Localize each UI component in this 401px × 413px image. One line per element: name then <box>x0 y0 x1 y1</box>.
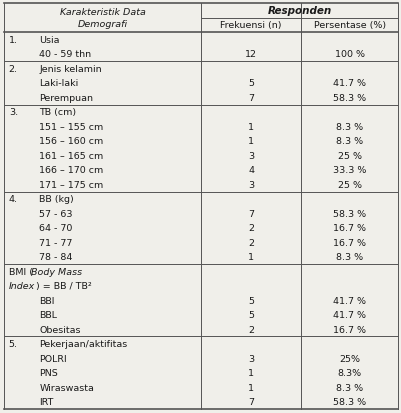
Text: 64 - 70: 64 - 70 <box>39 224 73 233</box>
Text: Wiraswasta: Wiraswasta <box>39 383 94 392</box>
Text: 16.7 %: 16.7 % <box>332 224 365 233</box>
Text: 4: 4 <box>247 166 253 175</box>
Text: Frekuensi (n): Frekuensi (n) <box>220 21 281 30</box>
Text: 57 - 63: 57 - 63 <box>39 209 73 218</box>
Text: 171 – 175 cm: 171 – 175 cm <box>39 180 103 189</box>
Text: 8.3 %: 8.3 % <box>335 253 363 261</box>
Text: 8.3%: 8.3% <box>337 368 361 377</box>
Text: Index: Index <box>9 282 35 290</box>
Text: 71 - 77: 71 - 77 <box>39 238 73 247</box>
Text: 3.: 3. <box>9 108 18 117</box>
Text: 16.7 %: 16.7 % <box>332 325 365 334</box>
Text: BBL: BBL <box>39 311 57 319</box>
Text: 156 – 160 cm: 156 – 160 cm <box>39 137 103 146</box>
Text: 41.7 %: 41.7 % <box>332 296 365 305</box>
Text: BMI (: BMI ( <box>9 267 32 276</box>
Text: 1: 1 <box>247 123 253 131</box>
Text: 161 – 165 cm: 161 – 165 cm <box>39 152 103 160</box>
Text: 1: 1 <box>247 253 253 261</box>
Text: Karakteristik Data
Demografi: Karakteristik Data Demografi <box>59 8 145 29</box>
Text: 7: 7 <box>247 94 253 102</box>
Text: 41.7 %: 41.7 % <box>332 311 365 319</box>
Text: 2.: 2. <box>9 65 18 74</box>
Text: Perempuan: Perempuan <box>39 94 93 102</box>
Text: 8.3 %: 8.3 % <box>335 123 363 131</box>
Text: 58.3 %: 58.3 % <box>332 397 365 406</box>
Text: 12: 12 <box>245 50 257 59</box>
Text: 5: 5 <box>247 311 253 319</box>
Text: 3: 3 <box>247 354 254 363</box>
Text: BB (kg): BB (kg) <box>39 195 74 204</box>
Text: 2: 2 <box>247 325 253 334</box>
Text: 25 %: 25 % <box>337 180 361 189</box>
Text: POLRI: POLRI <box>39 354 67 363</box>
Text: 151 – 155 cm: 151 – 155 cm <box>39 123 103 131</box>
Text: 1: 1 <box>247 383 253 392</box>
Text: 58.3 %: 58.3 % <box>332 209 365 218</box>
Text: 1.: 1. <box>9 36 18 45</box>
Text: 100 %: 100 % <box>334 50 364 59</box>
Text: Body Mass: Body Mass <box>31 267 82 276</box>
Text: 5.: 5. <box>9 339 18 348</box>
Text: 166 – 170 cm: 166 – 170 cm <box>39 166 103 175</box>
Text: 2: 2 <box>247 224 253 233</box>
Text: IRT: IRT <box>39 397 54 406</box>
Text: 3: 3 <box>247 152 254 160</box>
Text: 25 %: 25 % <box>337 152 361 160</box>
Text: 8.3 %: 8.3 % <box>335 137 363 146</box>
Text: 2: 2 <box>247 238 253 247</box>
Text: Obesitas: Obesitas <box>39 325 81 334</box>
Text: Responden: Responden <box>267 6 331 17</box>
Text: ) = BB / TB²: ) = BB / TB² <box>36 282 92 290</box>
Text: 5: 5 <box>247 296 253 305</box>
Text: 58.3 %: 58.3 % <box>332 94 365 102</box>
Text: Laki-laki: Laki-laki <box>39 79 79 88</box>
Text: 25%: 25% <box>338 354 359 363</box>
Text: 33.3 %: 33.3 % <box>332 166 365 175</box>
Text: 16.7 %: 16.7 % <box>332 238 365 247</box>
Text: 8.3 %: 8.3 % <box>335 383 363 392</box>
Text: 78 - 84: 78 - 84 <box>39 253 73 261</box>
Text: 4.: 4. <box>9 195 18 204</box>
Text: TB (cm): TB (cm) <box>39 108 77 117</box>
Text: 3: 3 <box>247 180 254 189</box>
Text: 40 - 59 thn: 40 - 59 thn <box>39 50 91 59</box>
Text: 5: 5 <box>247 79 253 88</box>
Text: Jenis kelamin: Jenis kelamin <box>39 65 102 74</box>
Text: 41.7 %: 41.7 % <box>332 79 365 88</box>
Text: 7: 7 <box>247 397 253 406</box>
Text: 7: 7 <box>247 209 253 218</box>
Text: 1: 1 <box>247 368 253 377</box>
Text: 1: 1 <box>247 137 253 146</box>
Text: Usia: Usia <box>39 36 60 45</box>
Text: BBI: BBI <box>39 296 55 305</box>
Text: Persentase (%): Persentase (%) <box>313 21 385 30</box>
Text: PNS: PNS <box>39 368 58 377</box>
Text: Pekerjaan/aktifitas: Pekerjaan/aktifitas <box>39 339 128 348</box>
